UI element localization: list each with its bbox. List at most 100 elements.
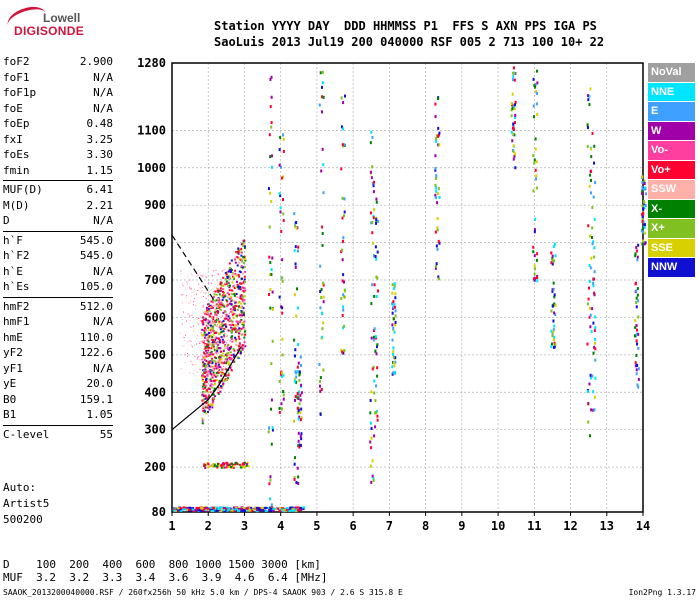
- echo-point: [193, 344, 195, 346]
- echo-point: [241, 305, 244, 308]
- echo-point: [202, 358, 204, 360]
- echo-point: [215, 310, 218, 313]
- echo-point: [219, 326, 222, 329]
- echo-point: [270, 199, 273, 203]
- echo-point: [391, 302, 394, 306]
- echo-point: [510, 114, 513, 118]
- echo-point: [206, 330, 208, 332]
- echo-point: [222, 464, 225, 467]
- echo-point: [207, 269, 209, 271]
- echo-point: [342, 305, 345, 309]
- echo-point: [589, 373, 592, 377]
- echo-point: [204, 366, 207, 369]
- echo-point: [393, 303, 396, 307]
- echo-point: [201, 358, 204, 361]
- echo-point: [278, 148, 281, 152]
- echo-point: [202, 409, 205, 412]
- echo-point: [235, 292, 238, 295]
- echo-point: [232, 276, 235, 279]
- echo-point: [512, 144, 515, 148]
- echo-point: [209, 331, 212, 334]
- echo-point: [227, 297, 229, 299]
- echo-point: [216, 342, 219, 345]
- echo-point: [296, 396, 299, 400]
- param-separator: [3, 424, 113, 426]
- echo-point: [300, 391, 303, 395]
- echo-point: [239, 288, 242, 291]
- echo-point: [550, 344, 553, 348]
- echo-point: [190, 340, 192, 342]
- echo-point: [278, 192, 281, 196]
- echo-point: [293, 293, 296, 297]
- echo-point: [318, 379, 321, 383]
- echo-point: [641, 186, 644, 190]
- echo-point: [206, 410, 209, 413]
- echo-point: [242, 239, 245, 242]
- echo-point: [282, 175, 285, 179]
- echo-point: [636, 383, 639, 387]
- echo-point: [240, 310, 243, 313]
- echo-point: [185, 507, 189, 510]
- echo-point: [299, 411, 302, 415]
- echo-point: [225, 353, 228, 356]
- echo-point: [278, 509, 282, 512]
- param-row: h`F2 545.0: [3, 249, 113, 265]
- echo-point: [212, 295, 215, 298]
- echo-point: [342, 308, 345, 312]
- echo-point: [551, 288, 554, 292]
- echo-point: [642, 207, 645, 211]
- artist-name: Artist5: [3, 497, 50, 510]
- echo-point: [375, 197, 378, 201]
- echo-point: [228, 320, 231, 323]
- echo-point: [534, 83, 537, 87]
- echo-point: [641, 218, 644, 222]
- echo-point: [295, 371, 298, 375]
- echo-point: [256, 509, 260, 512]
- echo-point: [534, 168, 537, 172]
- echo-point: [513, 78, 516, 82]
- echo-point: [190, 300, 192, 302]
- echo-point: [217, 341, 220, 344]
- echo-point: [212, 333, 215, 336]
- echo-point: [211, 275, 213, 277]
- echo-point: [205, 311, 208, 314]
- echo-point: [205, 355, 208, 358]
- echo-point: [293, 338, 296, 342]
- echo-point: [216, 325, 219, 328]
- echo-point: [201, 379, 204, 382]
- echo-point: [512, 71, 515, 75]
- echo-point: [243, 290, 246, 293]
- echo-point: [193, 288, 195, 290]
- echo-point: [214, 290, 217, 293]
- echo-point: [203, 463, 206, 466]
- echo-point: [279, 194, 282, 198]
- echo-point: [342, 280, 345, 284]
- echo-point: [592, 321, 595, 325]
- echo-point: [206, 277, 208, 279]
- echo-point: [225, 362, 228, 365]
- echo-point: [202, 407, 205, 410]
- echo-point: [183, 336, 185, 338]
- echo-point: [189, 319, 191, 321]
- x-tick-label: 10: [491, 519, 505, 533]
- echo-point: [226, 346, 229, 349]
- echo-point: [436, 201, 439, 205]
- echo-point: [203, 282, 205, 284]
- echo-point: [225, 335, 228, 338]
- echo-point: [213, 299, 216, 302]
- echo-point: [513, 107, 516, 111]
- echo-point: [222, 276, 225, 279]
- echo-point: [438, 131, 441, 135]
- echo-point: [510, 102, 513, 106]
- echo-point: [278, 506, 282, 509]
- echo-point: [220, 295, 223, 298]
- echo-point: [227, 344, 229, 346]
- param-row: foEs 3.30: [3, 148, 113, 164]
- echo-point: [343, 295, 346, 299]
- echo-point: [552, 281, 555, 285]
- echo-point: [373, 327, 376, 331]
- echo-point: [208, 465, 211, 468]
- echo-point: [204, 394, 207, 397]
- echo-point: [239, 302, 242, 305]
- echo-point: [641, 181, 644, 185]
